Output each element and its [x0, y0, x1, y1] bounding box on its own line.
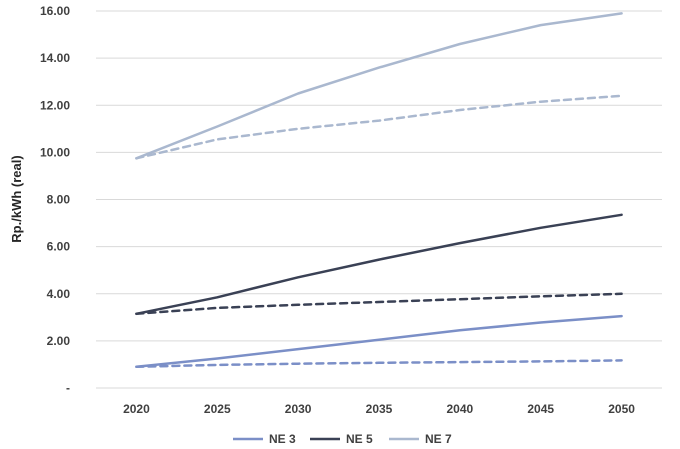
series-line: [135, 12, 623, 160]
series-line: [135, 94, 623, 160]
series-line: [135, 359, 623, 369]
legend-label: NE 7: [425, 432, 452, 446]
x-tick-label: 2045: [527, 402, 554, 416]
series-line: [135, 213, 623, 316]
x-tick-label: 2030: [285, 402, 312, 416]
y-tick-label: 8.00: [47, 193, 71, 207]
y-tick-label: 12.00: [40, 98, 70, 112]
x-axis-ticks: 2020 2025 2030 2035 2040 2045 2050: [123, 402, 635, 416]
y-tick-label: -: [66, 381, 70, 395]
y-tick-label: 16.00: [40, 4, 70, 18]
y-tick-label: 6.00: [47, 240, 71, 254]
x-tick-label: 2035: [366, 402, 393, 416]
x-tick-label: 2020: [123, 402, 150, 416]
y-axis-label: Rp./kWh (real): [9, 155, 24, 242]
y-tick-label: 4.00: [47, 287, 71, 301]
series-lines: [135, 12, 623, 369]
y-tick-label: 14.00: [40, 51, 70, 65]
y-axis-ticks: - 2.00 4.00 6.00 8.00 10.00 12.00 14.00 16.00: [40, 4, 70, 395]
x-tick-label: 2050: [608, 402, 635, 416]
gridlines: [96, 10, 662, 389]
y-tick-label: 10.00: [40, 145, 70, 159]
x-tick-label: 2025: [204, 402, 231, 416]
x-tick-label: 2040: [447, 402, 474, 416]
legend-label: NE 5: [346, 432, 373, 446]
legend-label: NE 3: [269, 432, 296, 446]
series-line: [135, 314, 623, 369]
y-tick-label: 2.00: [47, 334, 71, 348]
series-line: [135, 292, 623, 316]
legend: NE 3 NE 5 NE 7: [233, 432, 452, 446]
